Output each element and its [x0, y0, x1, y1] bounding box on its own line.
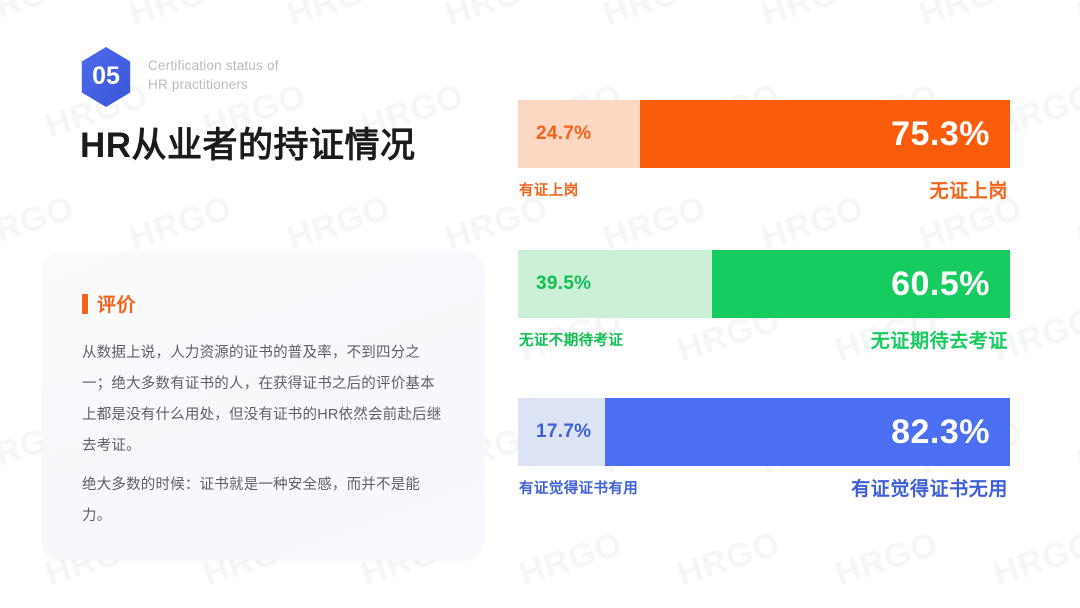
section-number-badge: 05 — [78, 46, 134, 108]
bar-label-right: 有证觉得证书无用 — [851, 479, 1008, 500]
page-title: HR从业者的持证情况 — [80, 126, 416, 165]
bar-label-left: 无证不期待考证 — [519, 333, 624, 349]
subtitle-line-1: Certification status of — [148, 58, 279, 73]
bar-label-right: 无证期待去考证 — [870, 331, 1008, 352]
bar-segment-left: 24.7% — [518, 100, 640, 168]
bar-segment-right: 82.3% — [605, 398, 1010, 466]
section-header: 05 Certification status of HR practition… — [78, 46, 279, 108]
bar-group: 39.5% 60.5% 无证不期待考证 无证期待去考证 — [518, 250, 1010, 355]
hexagon-icon — [81, 47, 131, 107]
bar-value-left: 39.5% — [536, 273, 592, 294]
bar-label-right: 无证上岗 — [929, 181, 1008, 202]
bar-group: 24.7% 75.3% 有证上岗 无证上岗 — [518, 100, 1010, 205]
bar-track: 17.7% 82.3% — [518, 398, 1010, 466]
bar-value-left: 17.7% — [536, 421, 592, 442]
evaluation-paragraph-1: 从数据上说，人力资源的证书的普及率，不到四分之一；绝大多数有证书的人，在获得证书… — [82, 345, 442, 454]
stacked-bar-chart: 24.7% 75.3% 有证上岗 无证上岗 39.5% 60.5% 无证不期待考… — [518, 0, 1080, 608]
bar-value-right: 60.5% — [891, 264, 990, 303]
section-number-text: 05 — [92, 62, 120, 90]
accent-bar-icon — [82, 293, 88, 314]
bar-track: 39.5% 60.5% — [518, 250, 1010, 318]
left-column: 05 Certification status of HR practition… — [0, 0, 500, 608]
bar-value-right: 82.3% — [891, 412, 990, 451]
bar-value-right: 75.3% — [891, 114, 990, 153]
bar-segment-left: 17.7% — [518, 398, 606, 466]
bar-track: 24.7% 75.3% — [518, 100, 1010, 168]
bar-label-left: 有证上岗 — [519, 183, 579, 199]
evaluation-card-title: 评价 — [97, 295, 137, 316]
bar-segment-right: 75.3% — [639, 100, 1010, 168]
bar-segment-left: 39.5% — [518, 250, 713, 318]
section-subtitle-english: Certification status of HR practitioners — [148, 46, 279, 94]
bar-labels: 有证上岗 无证上岗 — [518, 179, 1010, 205]
subtitle-line-2: HR practitioners — [148, 77, 248, 92]
evaluation-card: 评价 从数据上说，人力资源的证书的普及率，不到四分之一；绝大多数有证书的人，在获… — [42, 252, 484, 560]
bar-group: 17.7% 82.3% 有证觉得证书有用 有证觉得证书无用 — [518, 398, 1010, 503]
bar-segment-right: 60.5% — [712, 250, 1010, 318]
evaluation-card-header: 评价 — [82, 290, 136, 317]
bar-labels: 无证不期待考证 无证期待去考证 — [518, 329, 1010, 355]
bar-label-left: 有证觉得证书有用 — [519, 481, 639, 497]
evaluation-paragraph-2: 绝大多数的时候：证书就是一种安全感，而并不是能力。 — [82, 477, 421, 524]
bar-value-left: 24.7% — [536, 123, 592, 144]
bar-labels: 有证觉得证书有用 有证觉得证书无用 — [518, 477, 1010, 503]
